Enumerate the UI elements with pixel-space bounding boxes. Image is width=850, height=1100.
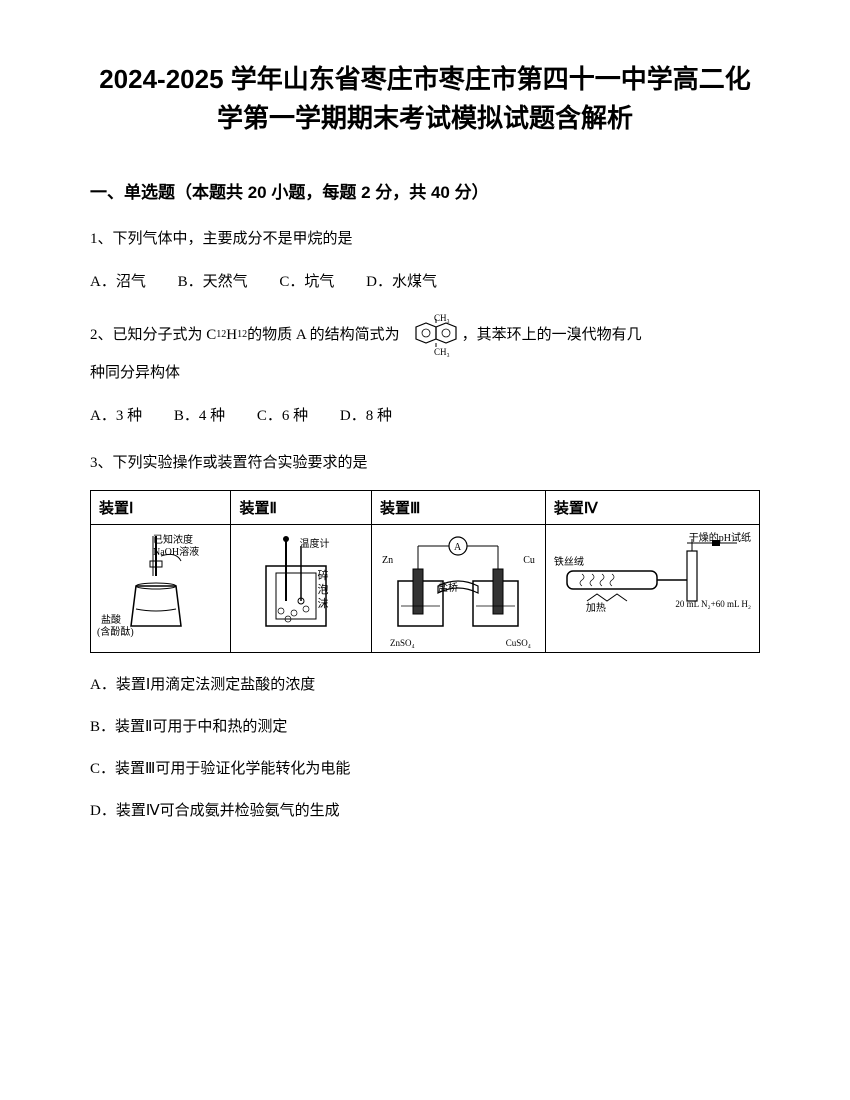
svg-text:A: A bbox=[454, 542, 462, 553]
label-zn: Zn bbox=[382, 555, 393, 566]
galvanic-cell-diagram-icon: A bbox=[383, 531, 533, 641]
label-ironwool: 铁丝绒 bbox=[554, 553, 584, 568]
table-header-1: 装置Ⅰ bbox=[91, 491, 231, 525]
ammonia-synthesis-diagram-icon bbox=[557, 531, 747, 641]
label-cuso4: CuSO₄ bbox=[506, 638, 531, 648]
q1-opt-d: D．水煤气 bbox=[366, 274, 437, 290]
apparatus-cell-1: 已知浓度 NaOH溶液 盐酸 (含酚酞) bbox=[91, 525, 231, 653]
page-title: 2024-2025 学年山东省枣庄市枣庄市第四十一中学高二化学第一学期期末考试模… bbox=[90, 60, 760, 138]
label-thermometer: 温度计 bbox=[299, 535, 329, 550]
question-1-options: A．沼气 B．天然气 C．坑气 D．水煤气 bbox=[90, 266, 760, 299]
label-naoh-2: NaOH溶液 bbox=[153, 543, 199, 558]
question-2-options: A．3 种 B．4 种 C．6 种 D．8 种 bbox=[90, 400, 760, 433]
table-header-3: 装置Ⅲ bbox=[371, 491, 545, 525]
q2-sub2: 12 bbox=[237, 324, 247, 346]
label-phpaper: 干燥的pH试纸 bbox=[689, 529, 751, 544]
naphthalene-structure-icon: CH₃ CH₃ bbox=[404, 313, 458, 357]
question-2-line1: 2、已知分子式为 C12H12 的物质 A 的结构简式为 CH₃ CH₃ ，其苯… bbox=[90, 313, 760, 357]
question-1-text: 1、下列气体中，主要成分不是甲烷的是 bbox=[90, 223, 760, 256]
svg-text:CH₃: CH₃ bbox=[434, 347, 450, 357]
q1-opt-b: B．天然气 bbox=[178, 274, 248, 290]
q1-opt-c: C．坑气 bbox=[279, 274, 334, 290]
q2-opt-d: D．8 种 bbox=[340, 408, 392, 424]
q2-mid2: 的物质 A 的结构简式为 bbox=[247, 319, 400, 352]
q2-sub1: 12 bbox=[216, 324, 226, 346]
apparatus-cell-3: A Zn Cu 盐桥 ZnSO₄ CuSO₄ bbox=[371, 525, 545, 653]
q3-opt-a: A．装置Ⅰ用滴定法测定盐酸的浓度 bbox=[90, 667, 760, 703]
q1-opt-a: A．沼气 bbox=[90, 274, 146, 290]
label-znso4: ZnSO₄ bbox=[390, 638, 415, 648]
question-2-line2: 种同分异构体 bbox=[90, 357, 760, 390]
q2-opt-c: C．6 种 bbox=[257, 408, 308, 424]
table-header-4: 装置Ⅳ bbox=[545, 491, 759, 525]
q3-opt-d: D．装置Ⅳ可合成氨并检验氨气的生成 bbox=[90, 793, 760, 829]
q2-mid1: H bbox=[226, 319, 237, 352]
label-foam-3: 沫 bbox=[317, 595, 328, 611]
q3-opt-c: C．装置Ⅲ可用于验证化学能转化为电能 bbox=[90, 751, 760, 787]
q2-opt-a: A．3 种 bbox=[90, 408, 142, 424]
label-indicator: (含酚酞) bbox=[97, 623, 134, 638]
label-cu: Cu bbox=[523, 555, 535, 566]
q2-prefix: 2、已知分子式为 C bbox=[90, 319, 216, 352]
label-gasmix: 20 mL N₂+60 mL H₂ bbox=[675, 599, 751, 609]
q2-opt-b: B．4 种 bbox=[174, 408, 225, 424]
label-saltbridge: 盐桥 bbox=[438, 579, 458, 594]
section-header: 一、单选题（本题共 20 小题，每题 2 分，共 40 分） bbox=[90, 178, 760, 203]
label-heat: 加热 bbox=[586, 599, 606, 614]
apparatus-cell-2: 温度计 碎 泡 沫 bbox=[231, 525, 371, 653]
question-3-text: 3、下列实验操作或装置符合实验要求的是 bbox=[90, 447, 760, 480]
apparatus-cell-4: 铁丝绒 干燥的pH试纸 加热 20 mL N₂+60 mL H₂ bbox=[545, 525, 759, 653]
apparatus-table: 装置Ⅰ 装置Ⅱ 装置Ⅲ 装置Ⅳ 已知浓度 NaOH溶液 盐酸 (含酚酞) bbox=[90, 490, 760, 653]
q2-suffix: ，其苯环上的一溴代物有几 bbox=[462, 319, 642, 352]
table-header-2: 装置Ⅱ bbox=[231, 491, 371, 525]
q3-opt-b: B．装置Ⅱ可用于中和热的测定 bbox=[90, 709, 760, 745]
